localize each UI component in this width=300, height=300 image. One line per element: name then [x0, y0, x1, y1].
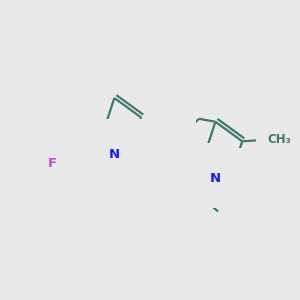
Text: CH₃: CH₃ [268, 133, 291, 146]
Text: H: H [172, 151, 182, 164]
Text: N: N [161, 142, 172, 156]
Text: F: F [48, 158, 57, 170]
Text: N: N [210, 172, 221, 185]
Text: N: N [109, 148, 120, 161]
Text: N: N [193, 166, 204, 179]
Text: N: N [92, 142, 103, 156]
